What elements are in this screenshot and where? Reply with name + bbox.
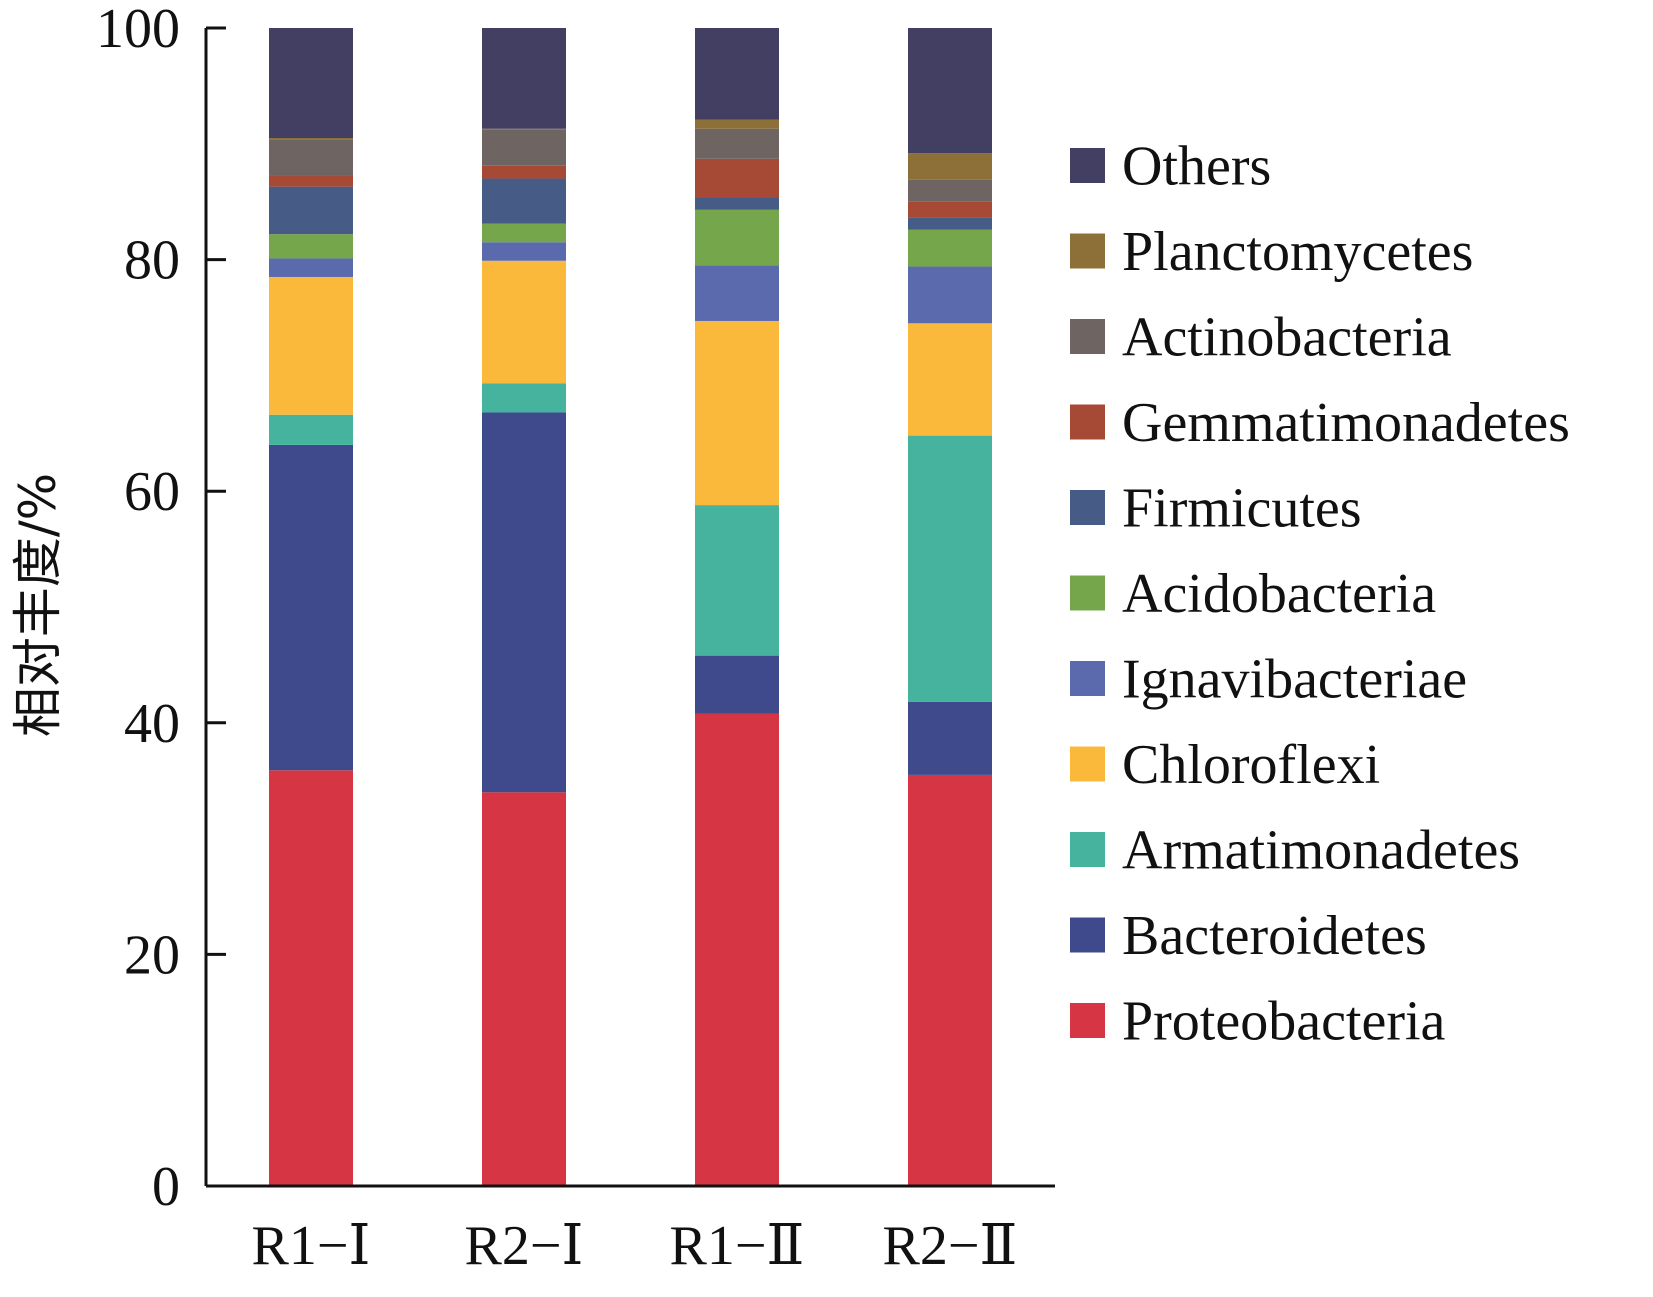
bar-segment-chloroflexi-3 [695, 320, 779, 506]
x-tick-label: R2−Ⅰ [464, 1215, 583, 1277]
y-tick-label: 40 [124, 693, 180, 755]
bar-segment-armatimonadetes-2 [482, 383, 566, 413]
y-tick-label: 80 [124, 230, 180, 292]
bars-layer [269, 28, 992, 1186]
bar-segment-planctomycetes-2 [482, 128, 566, 130]
x-tick-label: R2−Ⅱ [883, 1215, 1018, 1277]
bar-segment-ignavibacteriae-4 [908, 266, 992, 324]
legend-swatch-acidobacteria [1070, 575, 1105, 611]
legend-swatch-gemmatimonadetes [1070, 404, 1105, 440]
legend-swatch-proteobacteria [1070, 1003, 1105, 1038]
bar-segment-others-3 [695, 28, 779, 120]
legend-label-bacteroidetes: Bacteroidetes [1122, 905, 1427, 967]
legend: Others Planctomycetes Actinobacteria Gemmat… [1070, 136, 1570, 1053]
legend-label-others: Others [1122, 136, 1271, 198]
x-tick-label: R1−Ⅰ [251, 1215, 370, 1277]
bar-segment-armatimonadetes-3 [695, 505, 779, 656]
bar-segment-proteobacteria-3 [695, 713, 779, 1186]
legend-label-ignavibacteriae: Ignavibacteriae [1122, 649, 1467, 711]
legend-label-actinobacteria: Actinobacteria [1122, 307, 1452, 369]
bar-segment-bacteroidetes-2 [482, 412, 566, 793]
bar-segment-others-4 [908, 28, 992, 154]
axes-layer: R1−Ⅰ R2−Ⅰ R1−Ⅱ R2−Ⅱ 0 20 40 60 80 100 [96, 0, 1055, 1277]
legend-swatch-others [1070, 148, 1105, 183]
bar-segment-others-1 [269, 28, 353, 139]
bar-segment-actinobacteria-4 [908, 179, 992, 202]
legend-swatch-actinobacteria [1070, 319, 1105, 354]
bar-segment-bacteroidetes-1 [269, 444, 353, 771]
legend-label-armatimonadetes: Armatimonadetes [1122, 820, 1520, 882]
bar-segment-actinobacteria-3 [695, 128, 779, 159]
x-tick-label: R1−Ⅱ [670, 1215, 805, 1277]
bar-segment-planctomycetes-1 [269, 138, 353, 140]
bar-segment-firmicutes-1 [269, 186, 353, 235]
legend-label-chloroflexi: Chloroflexi [1122, 734, 1380, 796]
y-tick-label: 60 [124, 461, 180, 523]
bar-segment-proteobacteria-4 [908, 774, 992, 1186]
bar-segment-firmicutes-3 [695, 197, 779, 210]
bar-segment-bacteroidetes-4 [908, 701, 992, 775]
y-tick-label: 0 [152, 1156, 180, 1218]
bar-segment-proteobacteria-1 [269, 770, 353, 1186]
bar-segment-gemmatimonadetes-2 [482, 165, 566, 179]
bar-segment-ignavibacteriae-2 [482, 242, 566, 261]
bar-segment-chloroflexi-4 [908, 323, 992, 436]
legend-swatch-chloroflexi [1070, 746, 1105, 782]
bar-segment-ignavibacteriae-1 [269, 258, 353, 277]
bar-segment-proteobacteria-2 [482, 792, 566, 1186]
bar-segment-firmicutes-2 [482, 178, 566, 224]
bar-segment-others-2 [482, 28, 566, 129]
bar-segment-planctomycetes-4 [908, 153, 992, 180]
legend-label-gemmatimonadetes: Gemmatimonadetes [1122, 392, 1570, 454]
y-tick-label: 20 [124, 924, 180, 986]
bar-segment-bacteroidetes-3 [695, 655, 779, 714]
legend-swatch-planctomycetes [1070, 233, 1105, 269]
bar-segment-ignavibacteriae-3 [695, 265, 779, 321]
bar-segment-armatimonadetes-4 [908, 435, 992, 702]
y-tick-label: 100 [96, 0, 180, 60]
bar-segment-gemmatimonadetes-3 [695, 158, 779, 198]
bar-segment-armatimonadetes-1 [269, 414, 353, 445]
bar-segment-chloroflexi-1 [269, 276, 353, 415]
bar-segment-acidobacteria-1 [269, 234, 353, 259]
legend-label-planctomycetes: Planctomycetes [1122, 221, 1473, 283]
bar-segment-acidobacteria-3 [695, 209, 779, 266]
bar-segment-firmicutes-4 [908, 217, 992, 230]
bar-segment-acidobacteria-2 [482, 223, 566, 243]
legend-label-acidobacteria: Acidobacteria [1122, 563, 1436, 625]
bar-segment-acidobacteria-4 [908, 229, 992, 267]
bar-segment-actinobacteria-1 [269, 139, 353, 176]
legend-swatch-ignavibacteriae [1070, 661, 1105, 696]
legend-swatch-bacteroidetes [1070, 917, 1105, 953]
bar-segment-chloroflexi-2 [482, 260, 566, 384]
y-axis-label: 相对丰度/% [9, 473, 67, 737]
legend-swatch-firmicutes [1070, 490, 1105, 525]
bar-segment-actinobacteria-2 [482, 129, 566, 166]
bar-segment-gemmatimonadetes-4 [908, 201, 992, 218]
legend-swatch-armatimonadetes [1070, 832, 1105, 867]
legend-label-proteobacteria: Proteobacteria [1122, 991, 1446, 1053]
legend-label-firmicutes: Firmicutes [1122, 478, 1362, 540]
bar-segment-planctomycetes-3 [695, 119, 779, 129]
bar-segment-gemmatimonadetes-1 [269, 175, 353, 187]
